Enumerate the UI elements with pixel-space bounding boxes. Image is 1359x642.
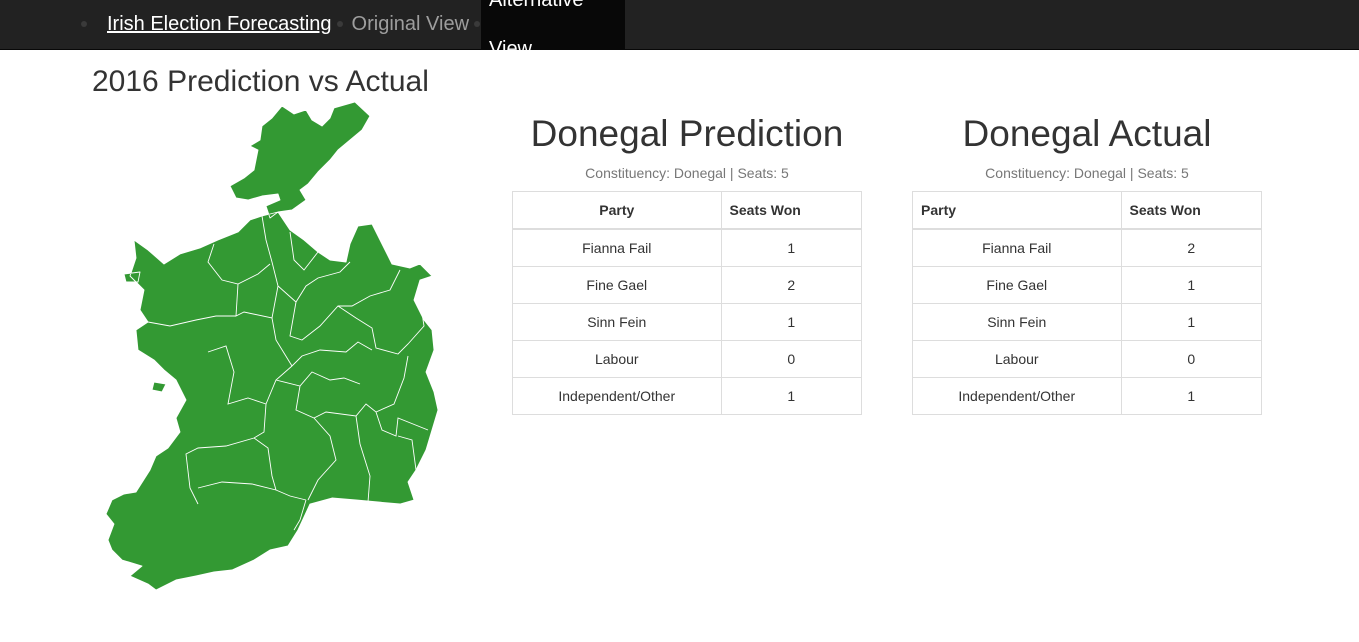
table-row: Labour 0 bbox=[512, 340, 863, 378]
bullet-icon bbox=[336, 21, 343, 27]
ireland-outline bbox=[105, 101, 439, 591]
table-row: Fine Gael 1 bbox=[912, 266, 1263, 304]
seats-cell: 2 bbox=[720, 266, 863, 304]
seats-cell: 1 bbox=[1120, 266, 1263, 304]
prediction-subtitle: Constituency: Donegal | Seats: 5 bbox=[585, 165, 789, 181]
table-row: Fianna Fail 2 bbox=[912, 228, 1263, 267]
nav-item-brand: Irish Election Forecasting bbox=[81, 0, 344, 49]
nav-list: Irish Election Forecasting Original View… bbox=[81, 0, 626, 60]
table-row: Sinn Fein 1 bbox=[912, 303, 1263, 341]
party-cell: Independent/Other bbox=[512, 377, 722, 415]
prediction-table: Party Seats Won Fianna Fail 1 Fine Gael 2 … bbox=[512, 191, 863, 415]
seats-cell: 1 bbox=[1120, 377, 1263, 415]
seats-cell: 1 bbox=[720, 377, 863, 415]
nav-item-alternative: Alternative View bbox=[474, 0, 626, 60]
party-cell: Labour bbox=[912, 340, 1122, 378]
seats-cell: 2 bbox=[1120, 228, 1263, 267]
table-row: Fianna Fail 1 bbox=[512, 228, 863, 267]
actual-panel: Donegal Actual Constituency: Donegal | S… bbox=[912, 112, 1263, 415]
brand-link[interactable]: Irish Election Forecasting bbox=[107, 13, 332, 35]
table-header-row: Party Seats Won bbox=[512, 191, 863, 230]
seats-cell: 0 bbox=[720, 340, 863, 378]
prediction-panel: Donegal Prediction Constituency: Donegal… bbox=[512, 112, 863, 415]
actual-subtitle: Constituency: Donegal | Seats: 5 bbox=[985, 165, 1189, 181]
column-header-seats: Seats Won bbox=[720, 191, 863, 230]
page-title: 2016 Prediction vs Actual bbox=[92, 65, 429, 98]
ireland-constituency-map bbox=[105, 101, 439, 591]
seats-cell: 1 bbox=[720, 228, 863, 267]
bullet-icon bbox=[474, 21, 481, 27]
table-row: Sinn Fein 1 bbox=[512, 303, 863, 341]
bullet-icon bbox=[81, 21, 87, 27]
party-cell: Fine Gael bbox=[912, 266, 1122, 304]
alternative-view-link[interactable]: Alternative View bbox=[489, 0, 584, 60]
column-header-seats: Seats Won bbox=[1120, 191, 1263, 230]
navbar: Irish Election Forecasting Original View… bbox=[0, 0, 1359, 60]
table-row: Independent/Other 1 bbox=[912, 377, 1263, 415]
constituency-borders bbox=[147, 215, 429, 531]
party-cell: Fine Gael bbox=[512, 266, 722, 304]
seats-cell: 1 bbox=[720, 303, 863, 341]
prediction-title: Donegal Prediction bbox=[530, 113, 844, 154]
actual-table: Party Seats Won Fianna Fail 2 Fine Gael 1 … bbox=[912, 191, 1263, 415]
nav-item-original: Original View bbox=[336, 0, 481, 49]
column-header-party: Party bbox=[512, 191, 722, 230]
party-cell: Sinn Fein bbox=[512, 303, 722, 341]
table-row: Labour 0 bbox=[912, 340, 1263, 378]
party-cell: Fianna Fail bbox=[912, 228, 1122, 267]
party-cell: Sinn Fein bbox=[912, 303, 1122, 341]
party-cell: Labour bbox=[512, 340, 722, 378]
table-row: Fine Gael 2 bbox=[512, 266, 863, 304]
party-cell: Fianna Fail bbox=[512, 228, 722, 267]
party-cell: Independent/Other bbox=[912, 377, 1122, 415]
column-header-party: Party bbox=[912, 191, 1122, 230]
original-view-link[interactable]: Original View bbox=[351, 13, 470, 35]
seats-cell: 0 bbox=[1120, 340, 1263, 378]
table-row: Independent/Other 1 bbox=[512, 377, 863, 415]
actual-title: Donegal Actual bbox=[962, 113, 1212, 154]
table-header-row: Party Seats Won bbox=[912, 191, 1263, 230]
seats-cell: 1 bbox=[1120, 303, 1263, 341]
